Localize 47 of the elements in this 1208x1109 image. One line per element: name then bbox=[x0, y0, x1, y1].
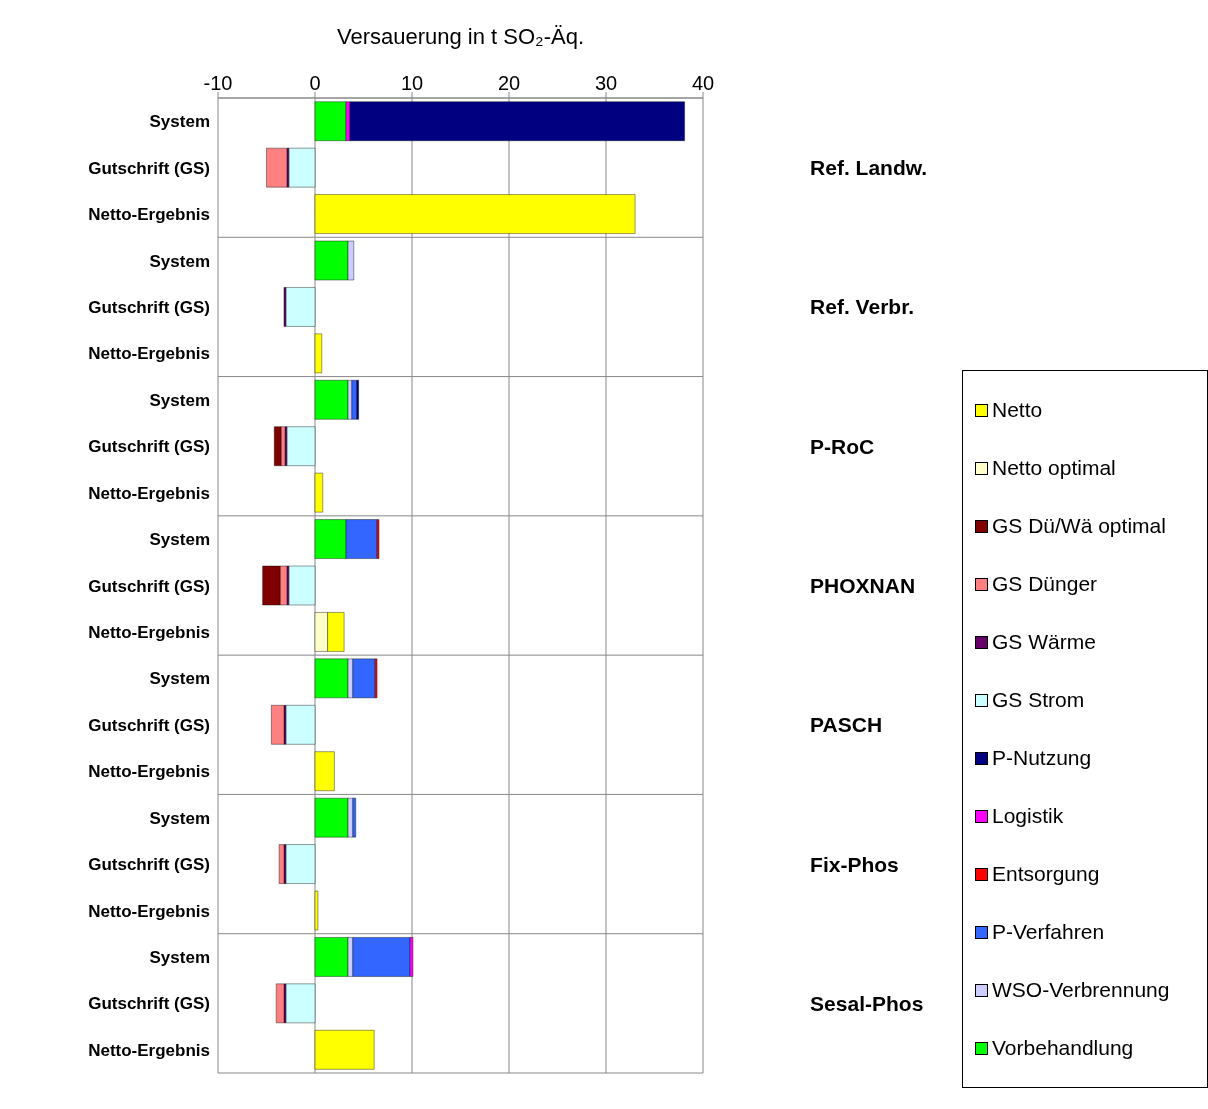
y-tick-label: System bbox=[149, 112, 210, 132]
x-tick-label: -10 bbox=[203, 72, 233, 94]
y-tick-label: System bbox=[149, 251, 210, 271]
legend-label: P-Verfahren bbox=[992, 920, 1105, 944]
text: Sesal-Phos bbox=[810, 990, 925, 1017]
y-tick-label: Gutschrift (GS) bbox=[88, 158, 210, 178]
y-tick-label: System bbox=[149, 669, 210, 689]
y-tick-label: Gutschrift (GS) bbox=[88, 297, 210, 317]
legend-label: Netto optimal bbox=[992, 456, 1116, 480]
y-tick-label: Netto-Ergebnis bbox=[88, 901, 210, 921]
y-tick-label: Netto-Ergebnis bbox=[88, 762, 210, 782]
y-tick-label: System bbox=[149, 530, 210, 550]
y-tick-label: Gutschrift (GS) bbox=[88, 715, 210, 735]
legend-label: GS Dünger bbox=[992, 572, 1098, 596]
y-tick-label: Netto-Ergebnis bbox=[88, 205, 210, 225]
y-tick-label: Netto-Ergebnis bbox=[88, 483, 210, 503]
text: Fix-Phos bbox=[810, 851, 900, 878]
y-tick-label: Gutschrift (GS) bbox=[88, 994, 210, 1014]
text: PASCH bbox=[810, 712, 884, 739]
y-tick-label: Netto-Ergebnis bbox=[88, 622, 210, 642]
legend-label: Logistik bbox=[992, 804, 1064, 828]
legend-label: WSO-Verbrennung bbox=[992, 978, 1170, 1002]
x-tick-label: 0 bbox=[309, 72, 321, 94]
text: P-RoC bbox=[810, 433, 876, 460]
legend-label: Netto bbox=[992, 398, 1043, 422]
legend-label: GS Dü/Wä optimal bbox=[992, 514, 1166, 538]
x-tick-label: 30 bbox=[594, 72, 618, 94]
legend-label: Entsorgung bbox=[992, 862, 1100, 886]
legend-label: GS Wärme bbox=[992, 630, 1096, 654]
text: Ref. Verbr. bbox=[810, 294, 915, 321]
y-tick-label: Netto-Ergebnis bbox=[88, 1040, 210, 1060]
y-tick-label: System bbox=[149, 390, 210, 410]
y-tick-label: Gutschrift (GS) bbox=[88, 437, 210, 457]
y-tick-label: Netto-Ergebnis bbox=[88, 344, 210, 364]
x-tick-label: 10 bbox=[400, 72, 424, 94]
x-tick-label: 20 bbox=[497, 72, 521, 94]
y-tick-label: System bbox=[149, 947, 210, 967]
y-tick-label: Gutschrift (GS) bbox=[88, 855, 210, 875]
text: PHOXNAN bbox=[810, 573, 917, 599]
text: Ref. Landw. bbox=[810, 155, 929, 182]
legend-label: Vorbehandlung bbox=[992, 1036, 1134, 1060]
y-tick-label: System bbox=[149, 808, 210, 828]
y-tick-label: Gutschrift (GS) bbox=[88, 576, 210, 596]
legend-label: P-Nutzung bbox=[992, 746, 1092, 770]
x-tick-label: 40 bbox=[691, 72, 715, 94]
legend-label: GS Strom bbox=[992, 688, 1085, 712]
x-axis-title: Versauerung in t SO₂-Äq. bbox=[336, 23, 585, 49]
